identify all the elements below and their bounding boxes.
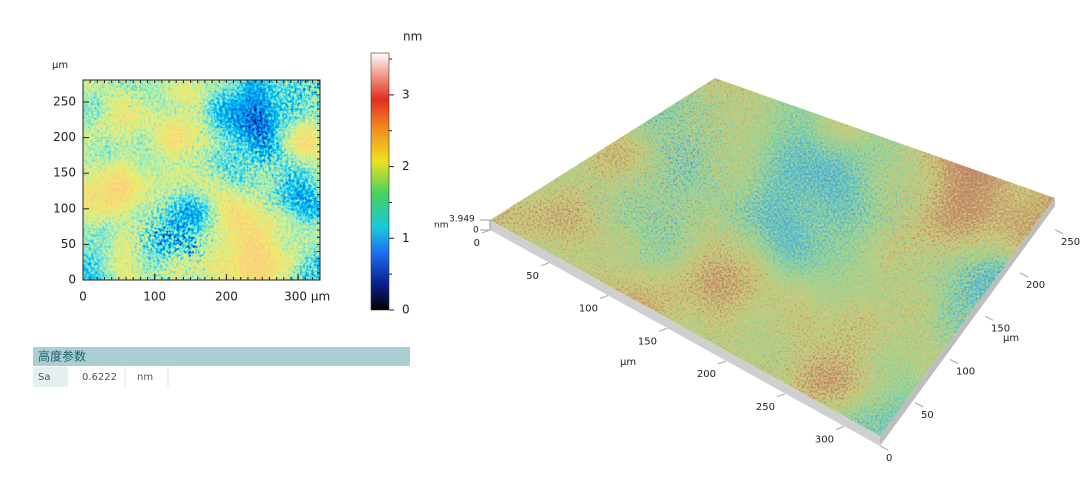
colorbar-label: 2 bbox=[402, 159, 410, 173]
table-cell-text: Sa bbox=[38, 372, 50, 383]
colorbar-label: 1 bbox=[402, 231, 410, 245]
colorbar-unit: nm bbox=[403, 30, 422, 44]
x3d-tick-label: 200 bbox=[697, 369, 716, 380]
y3d-tick bbox=[984, 315, 994, 321]
z-max: 3.949 bbox=[449, 215, 475, 225]
side-face bbox=[880, 198, 1055, 446]
y-unit: µm bbox=[52, 60, 68, 71]
table-cell-text: 0.6222 bbox=[82, 372, 117, 383]
x3d-tick-label: 50 bbox=[526, 271, 539, 282]
y3d-unit: µm bbox=[1003, 333, 1019, 344]
x-tick-label: 100 bbox=[143, 290, 166, 304]
y3d-tick-label: 50 bbox=[921, 410, 934, 421]
x3d-tick bbox=[835, 426, 845, 430]
y3d-tick-label: 250 bbox=[1061, 237, 1080, 248]
table-header-bar bbox=[33, 347, 410, 366]
y-tick-label: 150 bbox=[53, 166, 76, 180]
y3d-tick bbox=[914, 402, 924, 408]
surface-3d bbox=[490, 78, 1055, 436]
x3d-unit: µm bbox=[620, 357, 636, 368]
x3d-tick-label: 300 bbox=[815, 435, 834, 446]
x3d-tick-label: 100 bbox=[579, 304, 598, 315]
colorbar bbox=[370, 52, 390, 311]
x3d-tick bbox=[540, 262, 550, 267]
y3d-tick-label: 0 bbox=[886, 453, 892, 464]
y3d-tick-label: 150 bbox=[991, 323, 1010, 334]
x-tick-label: 300 µm bbox=[284, 290, 330, 304]
x-tick-label: 200 bbox=[215, 290, 238, 304]
y-tick-label: 0 bbox=[68, 273, 76, 287]
x3d-tick-label: 250 bbox=[756, 402, 775, 413]
x3d-tick-label: 0 bbox=[474, 238, 480, 249]
x3d-tick bbox=[599, 295, 609, 299]
surface-texture bbox=[490, 78, 1055, 436]
height-map bbox=[83, 80, 320, 280]
y3d-tick bbox=[879, 445, 889, 451]
x3d-tick bbox=[776, 393, 786, 398]
y-tick-label: 200 bbox=[53, 130, 76, 144]
colorbar-label: 0 bbox=[402, 303, 410, 317]
x3d-tick bbox=[481, 229, 491, 234]
y3d-tick-label: 200 bbox=[1026, 280, 1045, 291]
y-tick-label: 250 bbox=[53, 95, 76, 109]
colorbar-label: 3 bbox=[402, 87, 410, 101]
y-tick-label: 100 bbox=[53, 201, 76, 215]
y-tick-label: 50 bbox=[61, 237, 76, 251]
z-min: 0 bbox=[473, 226, 479, 236]
x3d-tick bbox=[658, 327, 668, 332]
x-tick-label: 0 bbox=[79, 290, 87, 304]
y3d-tick-label: 100 bbox=[956, 367, 975, 378]
x3d-tick bbox=[717, 360, 727, 365]
table-cell bbox=[33, 367, 68, 387]
y3d-tick bbox=[1019, 272, 1029, 278]
side-face bbox=[490, 220, 880, 446]
z-unit: nm bbox=[434, 221, 448, 231]
table-cell-text: nm bbox=[137, 372, 153, 383]
table-header: 高度参数 bbox=[38, 349, 86, 364]
x3d-tick-label: 150 bbox=[638, 336, 657, 347]
y3d-tick bbox=[949, 359, 959, 364]
y3d-tick bbox=[1054, 229, 1064, 235]
